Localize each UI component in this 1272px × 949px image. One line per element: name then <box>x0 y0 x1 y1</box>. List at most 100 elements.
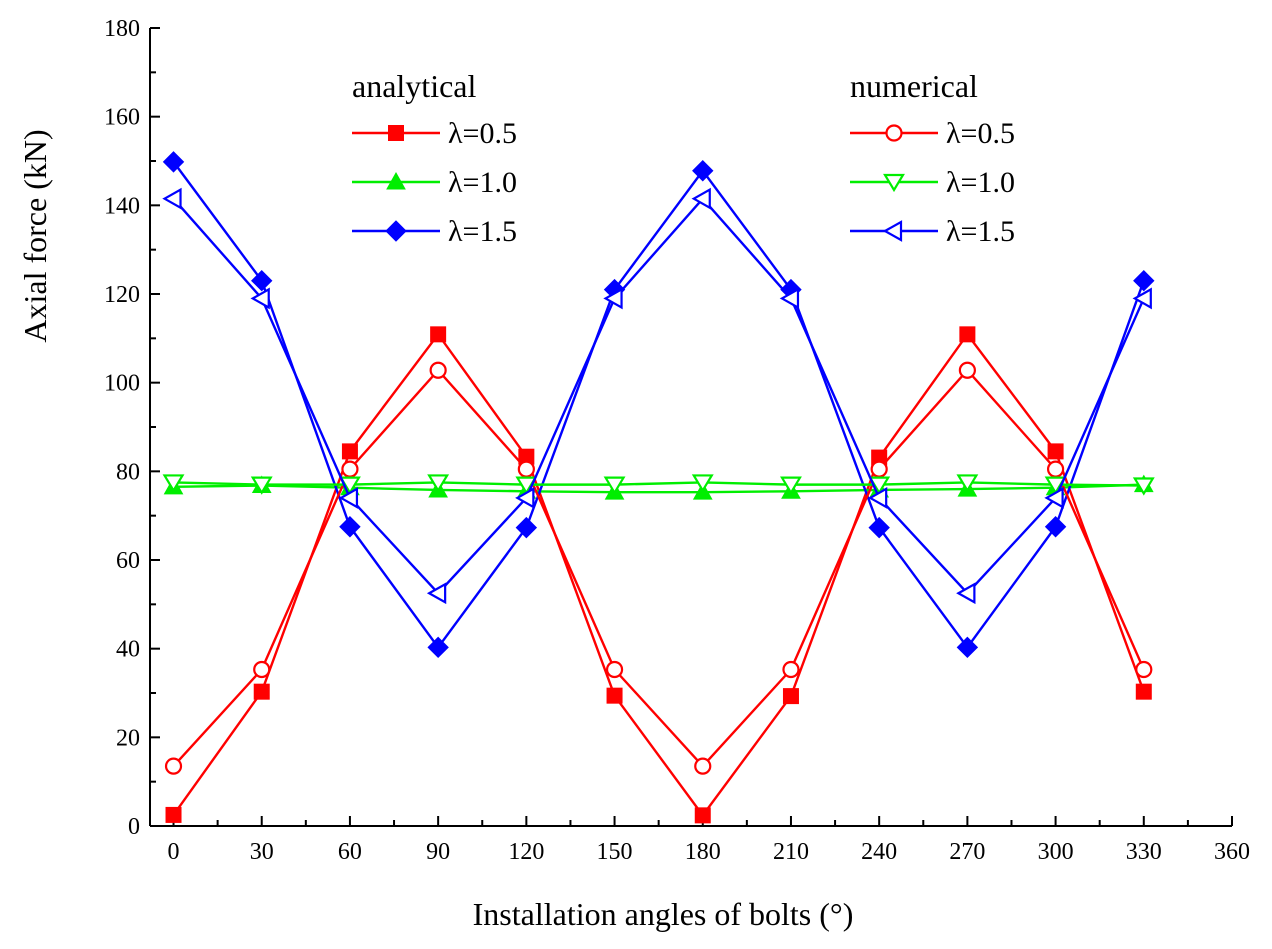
data-point <box>868 516 890 539</box>
data-point <box>606 687 623 704</box>
legend-label: λ=1.0 <box>946 166 1015 199</box>
data-point <box>691 187 711 210</box>
series-analytical-1-0 <box>163 474 1154 500</box>
data-point <box>870 460 888 478</box>
x-tick-label: 270 <box>949 839 985 865</box>
y-tick-label: 140 <box>104 193 140 219</box>
data-point <box>426 582 447 605</box>
data-point <box>691 474 714 493</box>
legend-marker <box>385 220 407 242</box>
data-point <box>517 460 535 478</box>
data-point <box>162 187 182 210</box>
data-point <box>603 287 623 310</box>
legend-item-analytical: λ=0.5 <box>352 117 517 150</box>
legend-heading-analytical: analytical <box>352 68 476 104</box>
series-numerical-0-5 <box>164 361 1153 775</box>
x-tick-label: 120 <box>508 839 544 865</box>
data-point <box>162 151 185 173</box>
series-analytical-0-5 <box>165 326 1152 824</box>
series-layer <box>162 151 1155 824</box>
legend-item-analytical: λ=1.0 <box>352 166 517 199</box>
data-point <box>430 326 447 343</box>
legend-marker <box>885 124 903 142</box>
x-tick-label: 60 <box>338 839 362 865</box>
data-point <box>515 487 535 509</box>
legend-marker <box>883 173 905 193</box>
legend-label: λ=0.5 <box>448 117 517 150</box>
legend-label: λ=1.5 <box>448 215 517 248</box>
data-point <box>251 269 273 292</box>
legend-label: λ=0.5 <box>946 117 1015 150</box>
data-point <box>1044 487 1064 509</box>
data-point <box>1135 660 1153 679</box>
legend-marker <box>882 220 903 242</box>
data-point <box>956 636 979 659</box>
legend-marker <box>386 171 406 190</box>
data-point <box>605 660 624 679</box>
data-point <box>515 516 538 539</box>
data-point <box>341 443 358 460</box>
data-point <box>165 806 182 823</box>
legend-label: λ=1.5 <box>946 215 1015 248</box>
legend-item-analytical: λ=1.5 <box>352 215 517 248</box>
data-point <box>956 582 976 605</box>
data-point <box>694 807 711 824</box>
y-tick-label: 0 <box>128 814 140 840</box>
data-point <box>782 688 799 705</box>
legend-marker <box>388 125 404 141</box>
x-tick-label: 90 <box>426 839 450 865</box>
data-point <box>164 757 183 775</box>
y-tick-label: 180 <box>104 16 140 42</box>
data-point <box>1132 477 1155 496</box>
data-point <box>1135 683 1152 700</box>
series-line <box>172 196 1145 596</box>
data-point <box>339 516 361 538</box>
data-point <box>253 683 270 700</box>
y-tick-label: 120 <box>104 282 140 308</box>
x-tick-label: 300 <box>1038 839 1074 865</box>
x-tick-label: 180 <box>685 839 721 865</box>
y-tick-label: 160 <box>104 105 140 131</box>
series-line <box>172 332 1145 818</box>
data-point <box>956 474 979 493</box>
data-point <box>692 160 714 182</box>
y-tick-label: 40 <box>116 637 140 663</box>
data-point <box>779 287 800 310</box>
data-point <box>427 636 449 659</box>
legend-item-numerical: λ=1.5 <box>850 215 1015 248</box>
x-tick-label: 30 <box>250 839 274 865</box>
series-line <box>172 368 1145 768</box>
series-line <box>173 481 1144 487</box>
y-tick-label: 100 <box>104 371 140 397</box>
series-numerical-1-0 <box>162 474 1155 496</box>
legend-heading-numerical: numerical <box>850 68 978 104</box>
data-point <box>338 487 359 509</box>
x-tick-label: 330 <box>1126 839 1162 865</box>
data-point <box>958 361 976 379</box>
data-point <box>603 476 626 495</box>
x-tick-label: 210 <box>773 839 809 865</box>
data-point <box>959 326 976 343</box>
data-point <box>1132 287 1152 310</box>
axes-layer: 0 20 40 60 80 100 120 140 160 180 0 30 60 90 120 150 180… <box>104 16 1250 865</box>
legend: analytical numerical λ=0.5 λ=1.0 λ=1.5 λ=0.… <box>352 68 1015 248</box>
data-point <box>253 660 271 679</box>
x-tick-label: 240 <box>861 839 897 865</box>
x-axis-title: Installation angles of bolts (°) <box>473 896 854 932</box>
series-numerical-1-5 <box>162 187 1152 605</box>
data-point <box>867 487 888 509</box>
x-tick-label: 0 <box>168 839 180 865</box>
data-point <box>1046 460 1065 478</box>
data-point <box>694 757 712 775</box>
y-axis-title: Axial force (kN) <box>17 129 53 342</box>
data-point <box>1133 269 1155 292</box>
y-tick-label: 60 <box>116 548 140 574</box>
data-point <box>780 476 802 495</box>
y-tick-label: 80 <box>116 459 140 485</box>
y-tick-label: 20 <box>116 725 140 751</box>
data-point <box>1047 443 1064 460</box>
data-point <box>250 287 270 310</box>
data-point <box>162 474 185 493</box>
data-point <box>782 660 800 679</box>
legend-item-numerical: λ=0.5 <box>850 117 1015 150</box>
